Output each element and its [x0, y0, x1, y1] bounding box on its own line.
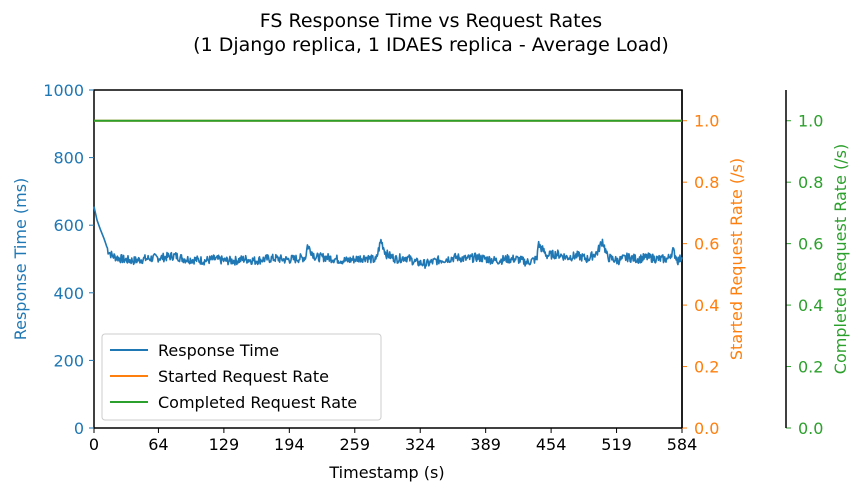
- y-right2-axis-ticks: 0.0 0.2 0.4 0.6 0.8 1.0: [786, 112, 823, 438]
- x-tick-label: 389: [470, 435, 501, 454]
- x-tick-label: 64: [148, 435, 168, 454]
- x-tick-label: 519: [601, 435, 632, 454]
- chart-title-line2: (1 Django replica, 1 IDAES replica - Ave…: [193, 34, 669, 56]
- y-left-tick-label: 200: [53, 351, 84, 370]
- y-right2-tick-label: 1.0: [798, 112, 823, 131]
- series-response-time-line: [93, 206, 683, 270]
- x-tick-label: 0: [89, 435, 99, 454]
- y-right1-tick-label: 0.4: [694, 296, 719, 315]
- y-left-axis-ticks: 0 200 400 600 800 1000: [43, 81, 94, 438]
- y-right1-tick-label: 0.6: [694, 235, 719, 254]
- series-layer: [93, 119, 683, 270]
- y-right2-tick-label: 0.4: [798, 296, 823, 315]
- x-tick-label: 129: [209, 435, 240, 454]
- y-left-tick-label: 600: [53, 216, 84, 235]
- y-right1-tick-label: 0.2: [694, 358, 719, 377]
- y-right1-tick-label: 1.0: [694, 112, 719, 131]
- y-left-tick-label: 1000: [43, 81, 84, 100]
- y-left-axis-label: Response Time (ms): [11, 178, 30, 341]
- x-tick-label: 194: [274, 435, 305, 454]
- x-axis-label: Timestamp (s): [328, 463, 444, 482]
- y-right2-tick-label: 0.6: [798, 235, 823, 254]
- y-right1-axis-label: Started Request Rate (/s): [727, 158, 746, 360]
- y-right2-axis-label: Completed Request Rate (/s): [831, 144, 850, 374]
- y-right2-tick-label: 0.0: [798, 419, 823, 438]
- legend-label-started: Started Request Rate: [158, 367, 329, 386]
- legend-box: [101, 333, 382, 421]
- x-axis-ticks: 0 64 129 194 259 324 389 454 519 584: [89, 428, 697, 454]
- y-right1-axis-ticks: 0.0 0.2 0.4 0.6 0.8 1.0: [682, 112, 719, 438]
- y-left-tick-label: 800: [53, 149, 84, 168]
- y-right2-tick-label: 0.2: [798, 358, 823, 377]
- legend: Response Time Started Request Rate Compl…: [101, 333, 382, 421]
- chart-title-line1: FS Response Time vs Request Rates: [260, 10, 602, 32]
- y-left-tick-label: 400: [53, 284, 84, 303]
- legend-label-completed: Completed Request Rate: [158, 393, 357, 412]
- x-tick-label: 584: [667, 435, 698, 454]
- y-right1-tick-label: 0.8: [694, 173, 719, 192]
- y-right1-tick-label: 0.0: [694, 419, 719, 438]
- x-tick-label: 259: [340, 435, 371, 454]
- x-tick-label: 454: [536, 435, 567, 454]
- legend-label-response-time: Response Time: [158, 341, 279, 360]
- y-right2-tick-label: 0.8: [798, 173, 823, 192]
- x-tick-label: 324: [405, 435, 436, 454]
- y-left-tick-label: 0: [74, 419, 84, 438]
